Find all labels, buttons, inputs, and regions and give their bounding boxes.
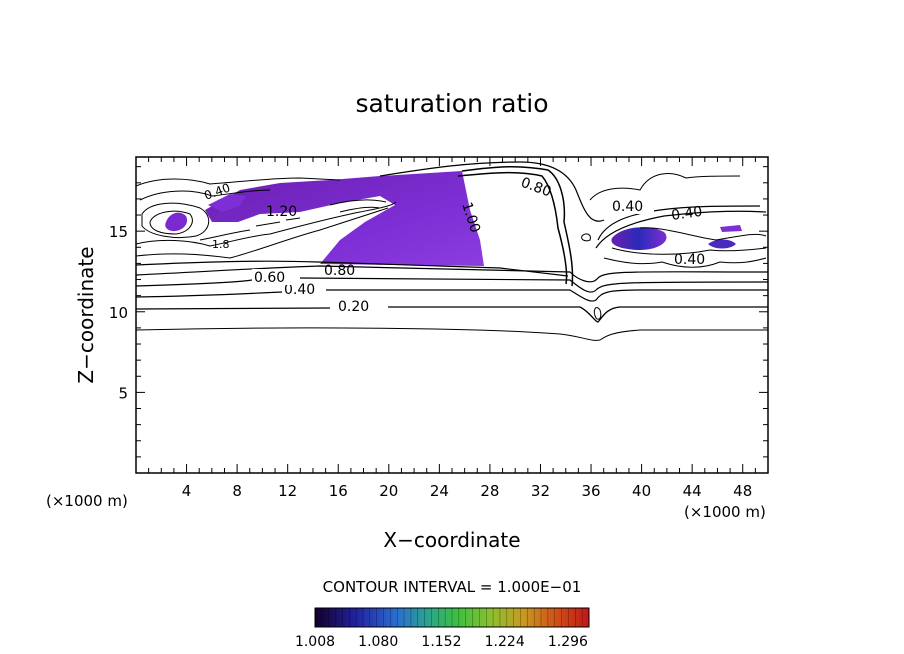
- supersaturated-region-right: [611, 227, 667, 250]
- contour-interval-note: CONTOUR INTERVAL = 1.000E−01: [323, 578, 582, 596]
- contour-label-040-right2: 0.40: [670, 204, 703, 224]
- contour-line: [136, 277, 768, 293]
- x-tick-label: 4: [182, 482, 192, 500]
- contour-line: [457, 171, 568, 285]
- x-tick-label: 20: [379, 482, 398, 500]
- contour-line: [141, 202, 210, 239]
- contour-line: [603, 257, 767, 268]
- contour-line: [611, 247, 767, 255]
- x-tick-label: 16: [329, 482, 348, 500]
- plot-area: 0.20 0.40 0.60 0.80 0.80 0.40 0.40 0.40 …: [136, 161, 768, 341]
- colorbar-ticks: 1.008 1.080 1.152 1.224 1.296: [295, 608, 588, 650]
- supersaturated-region-right2: [708, 239, 736, 249]
- colorbar-tick-label: 1.080: [358, 634, 398, 650]
- contour-label-020: 0.20: [338, 299, 369, 315]
- contour-label-040-right: 0.40: [612, 199, 643, 215]
- y-tick-label: 5: [118, 384, 128, 402]
- colorbar-tick-label: 1.224: [485, 634, 525, 650]
- contour-label-18: 1.8: [212, 238, 230, 251]
- y-tick-label: 10: [109, 304, 128, 322]
- contour-line: [136, 327, 768, 341]
- contour-line: [136, 260, 569, 277]
- contour-line: [581, 233, 591, 242]
- supersaturated-region-main: [205, 171, 484, 266]
- contour-line: [379, 161, 605, 222]
- contour-line: [639, 227, 767, 241]
- x-tick-label: 8: [232, 482, 242, 500]
- contour-label-120: 1.20: [266, 204, 297, 220]
- contour-label-060: 0.60: [254, 270, 285, 286]
- contour-line: [595, 210, 767, 249]
- x-tick-label: 48: [733, 482, 752, 500]
- supersaturated-region-left: [165, 212, 188, 232]
- y-tick-label: 15: [109, 223, 128, 241]
- contour-line: [199, 217, 301, 241]
- x-axis-label: X−coordinate: [383, 528, 520, 552]
- x-tick-label: 40: [632, 482, 651, 500]
- contour-line: [149, 210, 193, 235]
- contour-label-080-top: 0.80: [519, 175, 554, 201]
- contour-line: [136, 201, 397, 247]
- x-tick-label: 12: [278, 482, 297, 500]
- supersaturated-region-left2: [208, 194, 246, 212]
- chart-title: saturation ratio: [355, 89, 548, 118]
- contour-line: [136, 207, 389, 259]
- contour-line: [329, 199, 387, 213]
- contour-line: [461, 166, 574, 287]
- x-tick-label: 32: [531, 482, 550, 500]
- contour-line: [589, 173, 741, 201]
- colorbar-tick-label: 1.008: [295, 634, 335, 650]
- x-tick-label: 28: [480, 482, 499, 500]
- contour-label-080: 0.80: [324, 263, 355, 279]
- x-tick-label: 44: [683, 482, 702, 500]
- x-unit-left: (×1000 m): [46, 492, 128, 510]
- contour-line: [136, 265, 768, 283]
- x-tick-label: 24: [430, 482, 449, 500]
- contour-line: [593, 307, 602, 320]
- contour-line: [136, 289, 768, 302]
- colorbar-tick-label: 1.296: [548, 634, 588, 650]
- y-axis-label: Z−coordinate: [74, 246, 98, 383]
- supersaturated-region-right3: [720, 225, 742, 232]
- contour-label-040: 0.40: [284, 282, 315, 298]
- x-unit-right: (×1000 m): [684, 503, 766, 521]
- contour-line: [136, 177, 341, 187]
- contour-line: [139, 189, 271, 201]
- colorbar-tick-label: 1.152: [421, 634, 461, 650]
- x-tick-label: 36: [581, 482, 600, 500]
- contour-label-040-right3: 0.40: [674, 252, 705, 268]
- contour-line: [597, 205, 761, 241]
- contour-line: [136, 306, 768, 323]
